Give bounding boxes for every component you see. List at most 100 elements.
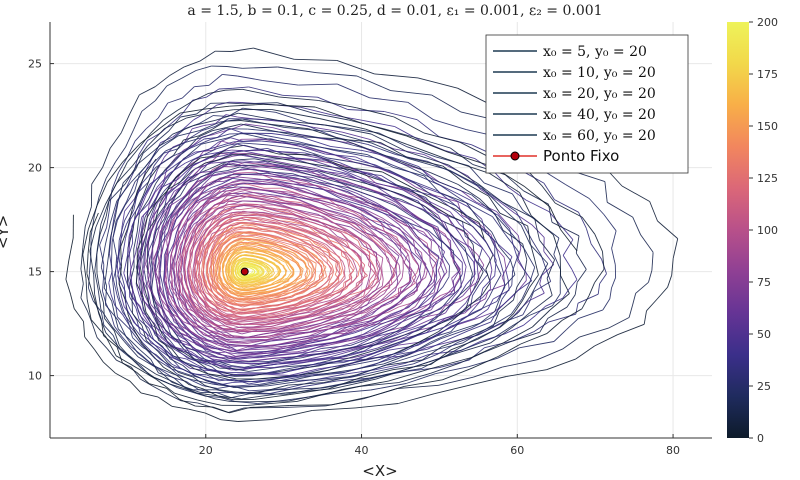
trajectory-segment	[154, 85, 168, 101]
trajectory-segment	[345, 183, 374, 193]
trajectory-segment	[233, 243, 237, 246]
chart-title: a = 1.5, b = 0.1, c = 0.25, d = 0.01, ε₁…	[187, 3, 602, 19]
trajectory-segment	[204, 148, 217, 155]
trajectory-segment	[91, 166, 104, 185]
trajectory-segment	[242, 118, 275, 121]
trajectory-segment	[419, 261, 422, 272]
trajectory-segment	[193, 368, 208, 375]
trajectory-segment	[277, 102, 313, 114]
trajectory-segment	[297, 233, 308, 239]
trajectory-segment	[323, 289, 330, 295]
trajectory-segment	[444, 346, 471, 357]
trajectory-segment	[120, 228, 129, 247]
trajectory-segment	[336, 268, 340, 274]
trajectory-segment	[171, 254, 176, 266]
trajectory-segment	[240, 195, 258, 200]
trajectory-segment	[380, 240, 388, 249]
trajectory-segment	[198, 244, 202, 253]
trajectory-segment	[451, 235, 466, 249]
trajectory-segment	[247, 182, 274, 185]
trajectory-segment	[183, 246, 186, 255]
trajectory-segment	[181, 242, 186, 253]
trajectory-segment	[159, 226, 163, 241]
trajectory-segment	[171, 348, 182, 361]
trajectory-segment	[192, 167, 202, 177]
trajectory-segment	[149, 164, 161, 179]
trajectory-segment	[157, 306, 161, 315]
trajectory-segment	[234, 282, 237, 285]
trajectory-segment	[339, 181, 365, 189]
trajectory-segment	[296, 277, 302, 281]
trajectory-segment	[204, 253, 208, 260]
trajectory-segment	[239, 232, 244, 236]
trajectory-segment	[254, 192, 278, 196]
trajectory-segment	[118, 157, 128, 173]
trajectory-segment	[278, 258, 283, 262]
trajectory-segment	[118, 283, 126, 300]
trajectory-segment	[553, 254, 561, 270]
trajectory-segment	[318, 259, 323, 264]
trajectory-segment	[408, 233, 419, 245]
trajectory-segment	[425, 270, 428, 278]
trajectory-segment	[248, 319, 264, 323]
trajectory-segment	[132, 337, 144, 348]
trajectory-segment	[256, 350, 284, 353]
trajectory-segment	[129, 296, 137, 309]
trajectory-segment	[189, 189, 198, 201]
trajectory-segment	[226, 299, 231, 303]
trajectory-segment	[581, 295, 590, 310]
trajectory-segment	[240, 391, 271, 394]
trajectory-segment	[227, 319, 234, 323]
trajectory-segment	[183, 345, 197, 352]
trajectory-segment	[285, 283, 290, 286]
trajectory-segment	[68, 237, 74, 261]
trajectory-segment	[372, 195, 396, 207]
trajectory-segment	[219, 338, 229, 343]
trajectory-segment	[313, 306, 327, 313]
trajectory-segment	[312, 407, 356, 411]
trajectory-segment	[202, 221, 208, 230]
trajectory-segment	[240, 217, 251, 222]
trajectory-segment	[315, 242, 325, 248]
trajectory-segment	[339, 206, 354, 213]
trajectory-segment	[252, 280, 256, 283]
trajectory-segment	[232, 252, 236, 256]
trajectory-segment	[356, 75, 391, 92]
trajectory-segment	[320, 316, 337, 324]
trajectory-segment	[266, 279, 270, 282]
trajectory-segment	[403, 289, 415, 299]
trajectory-segment	[249, 246, 256, 249]
trajectory-segment	[116, 204, 126, 221]
trajectory-segment	[195, 196, 206, 203]
trajectory-segment	[232, 86, 249, 89]
trajectory-segment	[448, 265, 450, 277]
trajectory-segment	[134, 153, 144, 171]
trajectory-segment	[261, 206, 280, 213]
trajectory-segment	[327, 276, 329, 281]
trajectory-segment	[466, 273, 476, 285]
trajectory-segment	[385, 227, 401, 237]
trajectory-segment	[212, 358, 224, 361]
trajectory-segment	[571, 269, 578, 280]
trajectory-segment	[406, 145, 436, 158]
trajectory-segment	[417, 77, 458, 89]
trajectory-segment	[236, 262, 239, 265]
trajectory-segment	[498, 244, 513, 258]
trajectory-segment	[432, 295, 441, 302]
trajectory-segment	[175, 333, 187, 341]
trajectory-segment	[299, 265, 304, 270]
trajectory-segment	[118, 266, 122, 284]
trajectory-segment	[403, 306, 416, 315]
trajectory-segment	[231, 47, 254, 52]
trajectory-segment	[167, 325, 173, 339]
trajectory-segment	[266, 159, 291, 165]
trajectory-segment	[372, 239, 380, 247]
trajectory-segment	[126, 147, 140, 163]
trajectory-segment	[297, 283, 304, 288]
trajectory-segment	[432, 259, 438, 270]
trajectory-segment	[260, 266, 263, 269]
trajectory-segment	[80, 247, 84, 270]
trajectory-segment	[222, 251, 225, 256]
trajectory-segment	[169, 358, 184, 366]
trajectory-segment	[149, 383, 167, 389]
